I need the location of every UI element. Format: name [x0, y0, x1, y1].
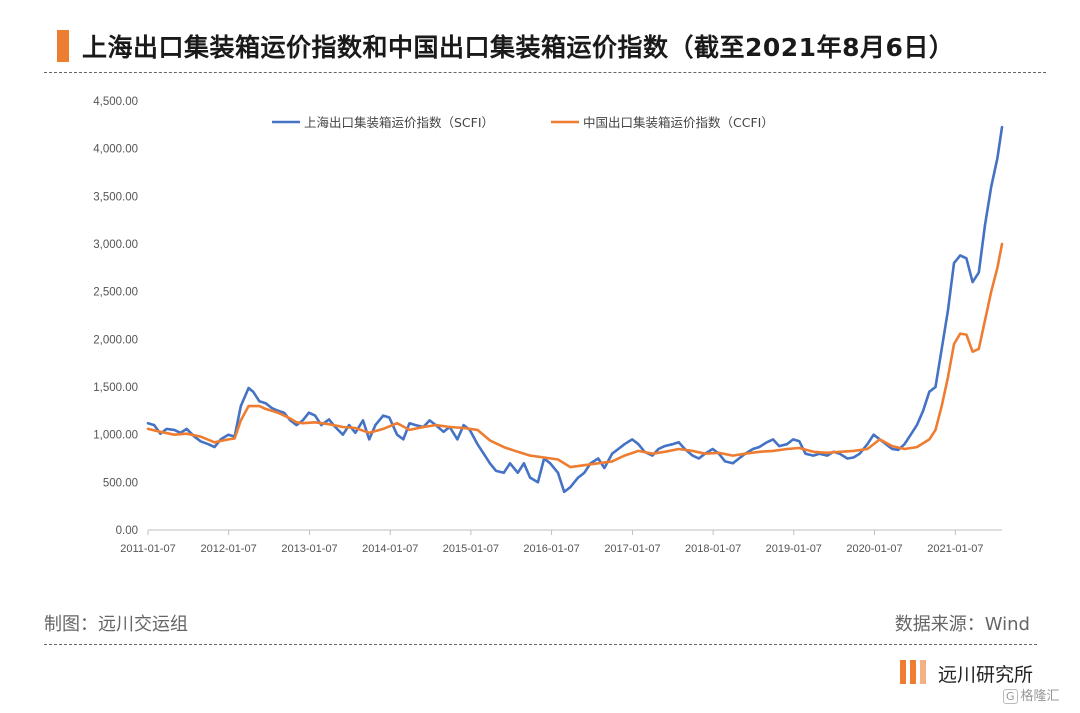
x-tick-label: 2012-01-07: [201, 543, 257, 555]
y-tick-label: 500.00: [103, 477, 138, 489]
data-source: 数据来源：Wind: [894, 614, 1030, 635]
y-tick-label: 1,500.00: [93, 382, 138, 394]
y-tick-label: 4,500.00: [93, 96, 138, 108]
x-tick-label: 2016-01-07: [523, 543, 579, 555]
legend: 上海出口集装箱运价指数（SCFI） 中国出口集装箱运价指数（CCFI）: [272, 115, 774, 130]
bottom-divider: [44, 644, 1037, 645]
line-chart: 0.00 500.00 1,000.00 1,500.00 2,000.00 2,500.…: [93, 96, 1004, 555]
y-tick-label: 2,000.00: [93, 334, 138, 346]
y-tick-label: 3,000.00: [93, 239, 138, 251]
watermark-text: 格隆汇: [1020, 689, 1060, 704]
logo-text: 远川研究所: [938, 664, 1034, 686]
watermark-icon: G: [1003, 689, 1018, 704]
y-axis: 0.00 500.00 1,000.00 1,500.00 2,000.00 2,500.…: [93, 96, 138, 537]
y-tick-label: 2,500.00: [93, 287, 138, 299]
series-line-1: [146, 125, 1004, 494]
x-tick-label: 2018-01-07: [685, 543, 741, 555]
top-divider: [44, 72, 1046, 73]
watermark: G 格隆汇: [1003, 685, 1060, 704]
title-accent-bar: [57, 30, 69, 62]
x-tick-label: 2011-01-07: [120, 543, 175, 555]
x-tick-label: 2021-01-07: [927, 543, 983, 555]
x-tick-label: 2019-01-07: [766, 543, 822, 555]
legend-label-2: 中国出口集装箱运价指数（CCFI）: [583, 115, 774, 130]
y-tick-label: 0.00: [116, 525, 138, 537]
x-tick-label: 2015-01-07: [443, 543, 499, 555]
x-tick-label: 2013-01-07: [281, 543, 337, 555]
x-tick-label: 2020-01-07: [846, 543, 902, 555]
legend-label-1: 上海出口集装箱运价指数（SCFI）: [304, 115, 494, 130]
y-tick-label: 3,500.00: [93, 191, 138, 203]
logo-icon: [900, 660, 930, 684]
series-layer: [146, 125, 1004, 494]
page-title: 上海出口集装箱运价指数和中国出口集装箱运价指数（截至2021年8月6日）: [82, 33, 955, 62]
series-line-2: [146, 242, 1004, 469]
y-tick-label: 1,000.00: [93, 430, 138, 442]
x-tick-label: 2017-01-07: [604, 543, 660, 555]
x-axis: 2011-01-07 2012-01-07 2013-01-07 2014-01-07…: [120, 529, 1002, 555]
chart-credit: 制图：远川交运组: [44, 614, 188, 635]
x-tick-label: 2014-01-07: [362, 543, 418, 555]
y-tick-label: 4,000.00: [93, 144, 138, 156]
